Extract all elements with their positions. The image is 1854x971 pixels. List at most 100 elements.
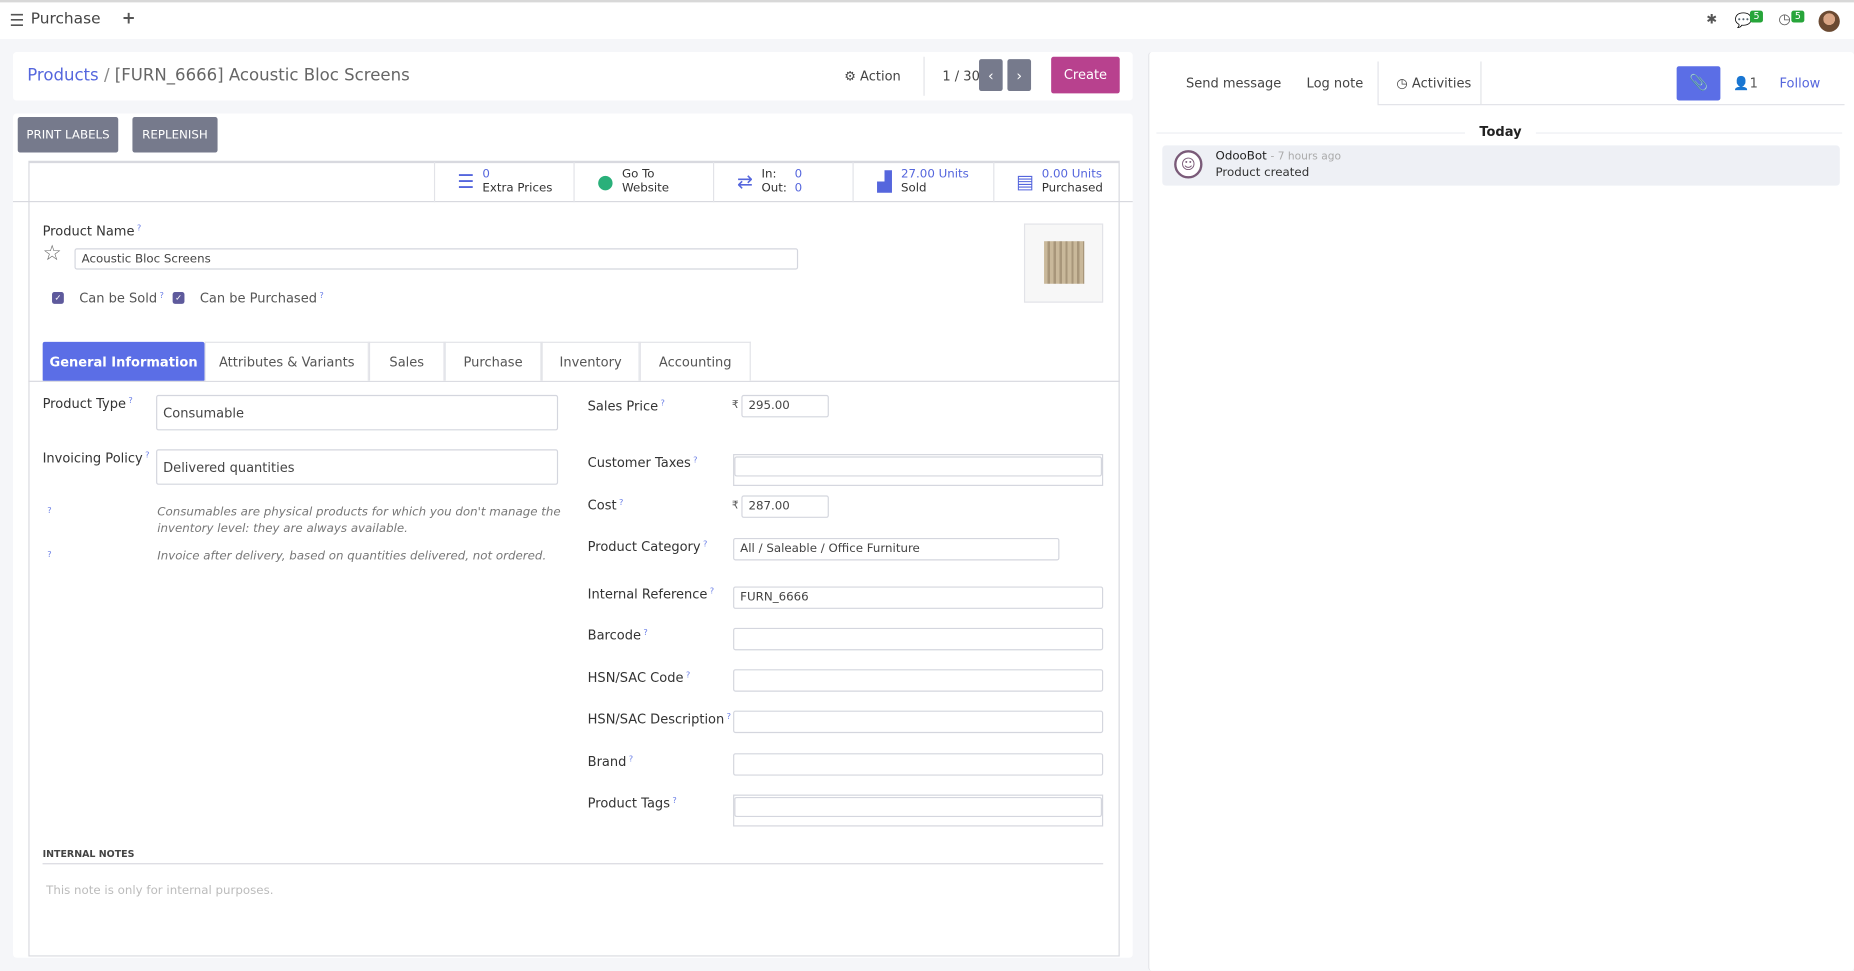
sales-price-label: Sales Price? [587,398,665,414]
credit-card-icon: ▤ [1016,170,1035,193]
chatter-topbar-divider [1377,104,1845,106]
customer-taxes-field[interactable] [733,454,1104,486]
followers-button[interactable]: 👤1 [1733,76,1757,91]
can-be-purchased-label: Can be Purchased? [199,290,324,307]
app-name[interactable]: Purchase [30,10,101,29]
sold-label: Sold [900,182,927,196]
debug-bug-icon[interactable]: ✱ [1706,11,1718,28]
hsn-code-input[interactable] [733,669,1104,692]
go-to-website-button[interactable]: ● Go To Website [573,161,713,203]
brand-label: Brand? [587,754,634,770]
invoicing-policy-help: Invoice after delivery, based on quantit… [157,549,547,563]
tab-accounting[interactable]: Accounting [639,341,751,381]
user-avatar[interactable] [1818,10,1840,32]
product-type-label: Product Type? [42,396,133,412]
form-sheet [28,160,1120,957]
print-labels-button[interactable]: PRINT LABELS [17,117,119,153]
activities-clock-icon[interactable]: ◷ [1778,10,1791,28]
help-icon: ? [47,506,52,516]
purchased-button[interactable]: ▤ 0.00 Units Purchased [993,161,1133,203]
product-tags-field[interactable] [733,794,1104,827]
internal-notes-editor[interactable]: This note is only for internal purposes. [46,884,274,898]
out-label: Out: [761,182,787,196]
pager-value[interactable]: 1 / 30 [942,68,980,84]
globe-icon: ● [597,170,614,193]
messages-badge: 5 [1749,10,1764,23]
currency-symbol: ₹ [731,500,739,512]
send-message-button[interactable]: Send message [1185,75,1282,92]
can-be-sold-checkbox[interactable]: ✓ [52,292,64,304]
message-author[interactable]: OdooBot [1215,150,1267,164]
odoobot-avatar: ☺ [1174,150,1203,179]
divider [923,56,925,96]
internal-reference-input[interactable]: FURN_6666 [733,586,1104,609]
log-note-button[interactable]: Log note [1306,75,1364,92]
message-header: OdooBot - 7 hours ago [1216,150,1342,163]
breadcrumb: Products / [FURN_6666] Acoustic Bloc Scr… [27,66,410,85]
menu-icon[interactable]: ☰ [9,11,25,31]
product-name-input[interactable]: Acoustic Bloc Screens [74,248,799,270]
website-label-2: Website [621,182,670,196]
sold-value: 27.00 Units [900,167,969,181]
attachment-paperclip-button[interactable]: 📎 [1676,66,1721,101]
internal-notes-heading: INTERNAL NOTES [42,848,135,860]
control-panel: Products / [FURN_6666] Acoustic Bloc Scr… [13,52,1133,101]
product-type-select[interactable]: Consumable [156,394,559,431]
sold-button[interactable]: ▟ 27.00 Units Sold [852,161,994,203]
pager-previous-button[interactable]: ‹ [979,59,1003,92]
exchange-arrows-icon: ⇄ [736,170,753,193]
notes-divider [42,863,1104,865]
purchased-label: Purchased [1041,182,1103,196]
list-icon: ☰ [457,170,475,193]
sales-price-input[interactable]: 295.00 [741,394,829,418]
tab-general-information[interactable]: General Information [42,341,205,381]
tab-attributes-variants[interactable]: Attributes & Variants [204,341,369,381]
brand-input[interactable] [733,753,1104,776]
breadcrumb-current: [FURN_6666] Acoustic Bloc Screens [114,66,410,86]
product-tags-input[interactable] [734,796,1102,818]
in-out-button[interactable]: ⇄ In: 0 Out: 0 [712,161,853,203]
new-icon[interactable]: + [121,9,136,29]
can-be-sold-label: Can be Sold? [79,290,164,307]
can-be-purchased-checkbox[interactable]: ✓ [172,292,185,304]
followers-count: 1 [1749,75,1758,92]
cost-label: Cost? [587,497,624,514]
customer-taxes-label: Customer Taxes? [587,455,698,471]
action-menu[interactable]: ⚙ Action [844,69,901,84]
extra-prices-count: 0 [482,167,490,181]
button-box-divider [13,201,1133,203]
product-category-input[interactable]: All / Saleable / Office Furniture [733,537,1060,561]
breadcrumb-separator: / [103,66,110,86]
in-value: 0 [794,167,803,181]
message-time: - 7 hours ago [1270,151,1342,164]
product-image[interactable] [1023,223,1104,303]
activities-label: Activities [1411,75,1472,92]
currency-symbol: ₹ [731,399,739,412]
tabs-divider [28,380,1120,382]
message-body: Product created [1215,166,1310,180]
chatter [1148,52,1854,971]
hsn-description-label: HSN/SAC Description? [587,711,732,728]
barcode-label: Barcode? [587,627,648,644]
activities-button[interactable]: ◷ Activities [1396,76,1471,91]
pager-next-button[interactable]: › [1007,59,1032,92]
customer-taxes-input[interactable] [734,456,1102,477]
signal-bars-icon: ▟ [877,170,892,193]
breadcrumb-products-link[interactable]: Products [27,66,99,86]
invoicing-policy-select[interactable]: Delivered quantities [156,449,559,485]
follow-button[interactable]: Follow [1779,75,1821,92]
extra-prices-button[interactable]: ☰ 0 Extra Prices [433,161,574,203]
barcode-input[interactable] [733,627,1104,651]
activities-tab-frame [1377,61,1482,105]
replenish-button[interactable]: REPLENISH [132,117,218,153]
cost-input[interactable]: 287.00 [741,495,829,518]
internal-reference-label: Internal Reference? [587,586,715,602]
in-label: In: [761,167,777,181]
tab-purchase[interactable]: Purchase [444,341,542,381]
favorite-star-icon[interactable]: ☆ [42,241,62,267]
tab-sales[interactable]: Sales [368,341,445,381]
create-button[interactable]: Create [1051,56,1120,94]
hsn-description-input[interactable] [733,710,1104,734]
tab-inventory[interactable]: Inventory [541,341,640,381]
messages-icon[interactable]: 💬 [1734,11,1753,29]
